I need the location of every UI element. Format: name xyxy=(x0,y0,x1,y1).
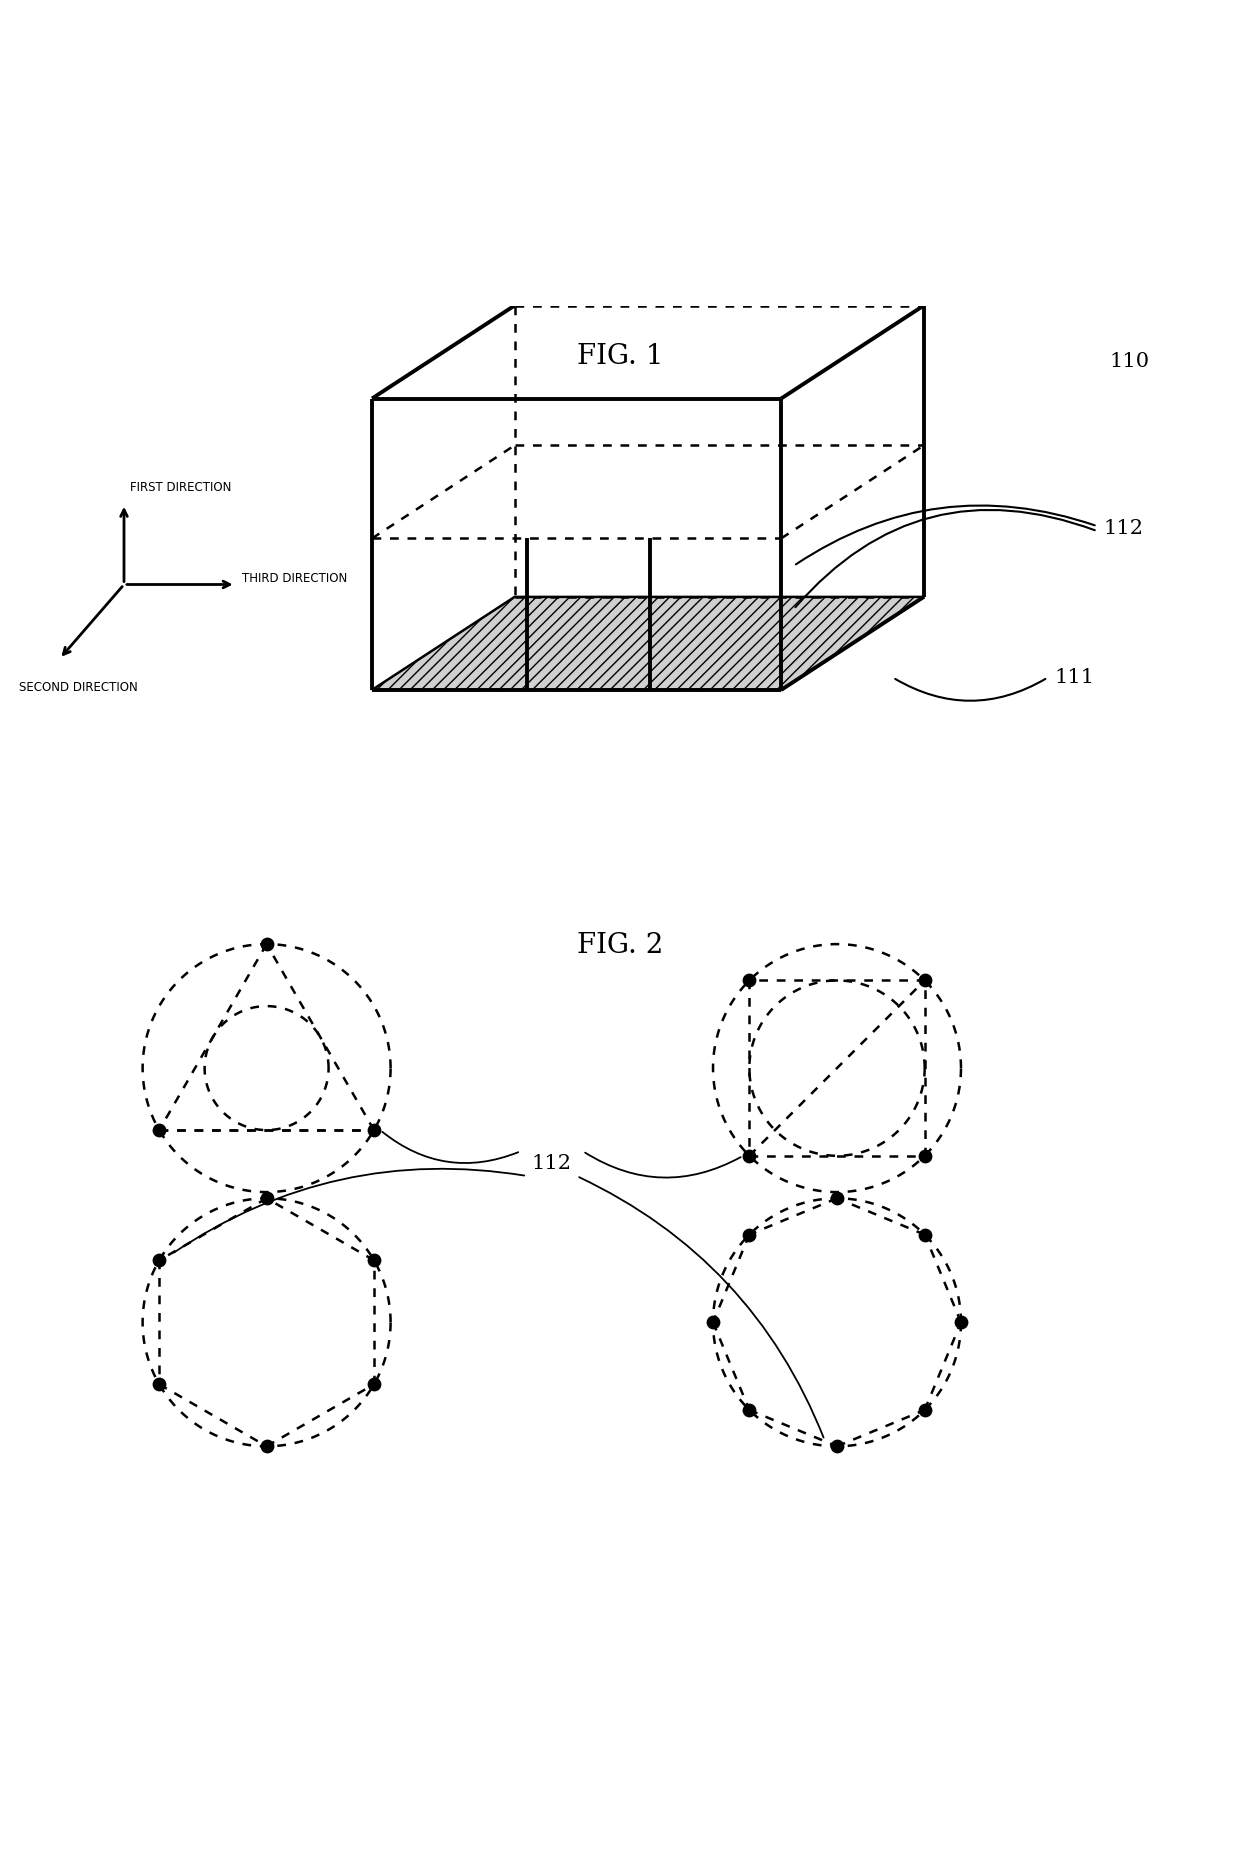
Point xyxy=(915,1396,935,1425)
Point xyxy=(739,1220,759,1249)
Point xyxy=(365,1370,384,1399)
Point xyxy=(149,1370,169,1399)
Text: FIG. 1: FIG. 1 xyxy=(577,342,663,370)
Point xyxy=(703,1307,723,1336)
Text: FIRST DIRECTION: FIRST DIRECTION xyxy=(130,481,232,494)
Text: FIG. 2: FIG. 2 xyxy=(577,931,663,959)
Point xyxy=(915,1220,935,1249)
Point xyxy=(257,929,277,959)
Point xyxy=(915,966,935,996)
Text: SECOND DIRECTION: SECOND DIRECTION xyxy=(19,681,138,694)
Text: 112: 112 xyxy=(532,1153,572,1174)
Point xyxy=(951,1307,971,1336)
Point xyxy=(739,966,759,996)
Point xyxy=(827,1431,847,1460)
Text: 112: 112 xyxy=(1104,518,1143,539)
Point xyxy=(365,1246,384,1275)
Point xyxy=(915,1140,935,1170)
Point xyxy=(257,1183,277,1212)
Point xyxy=(365,1116,384,1146)
Point xyxy=(257,1431,277,1460)
Point xyxy=(149,1116,169,1146)
Polygon shape xyxy=(372,596,924,690)
Text: 110: 110 xyxy=(1110,352,1149,370)
Point xyxy=(739,1396,759,1425)
Text: 111: 111 xyxy=(1054,668,1094,687)
Point xyxy=(739,1140,759,1170)
Point xyxy=(149,1246,169,1275)
Point xyxy=(827,1183,847,1212)
Text: THIRD DIRECTION: THIRD DIRECTION xyxy=(242,572,347,585)
